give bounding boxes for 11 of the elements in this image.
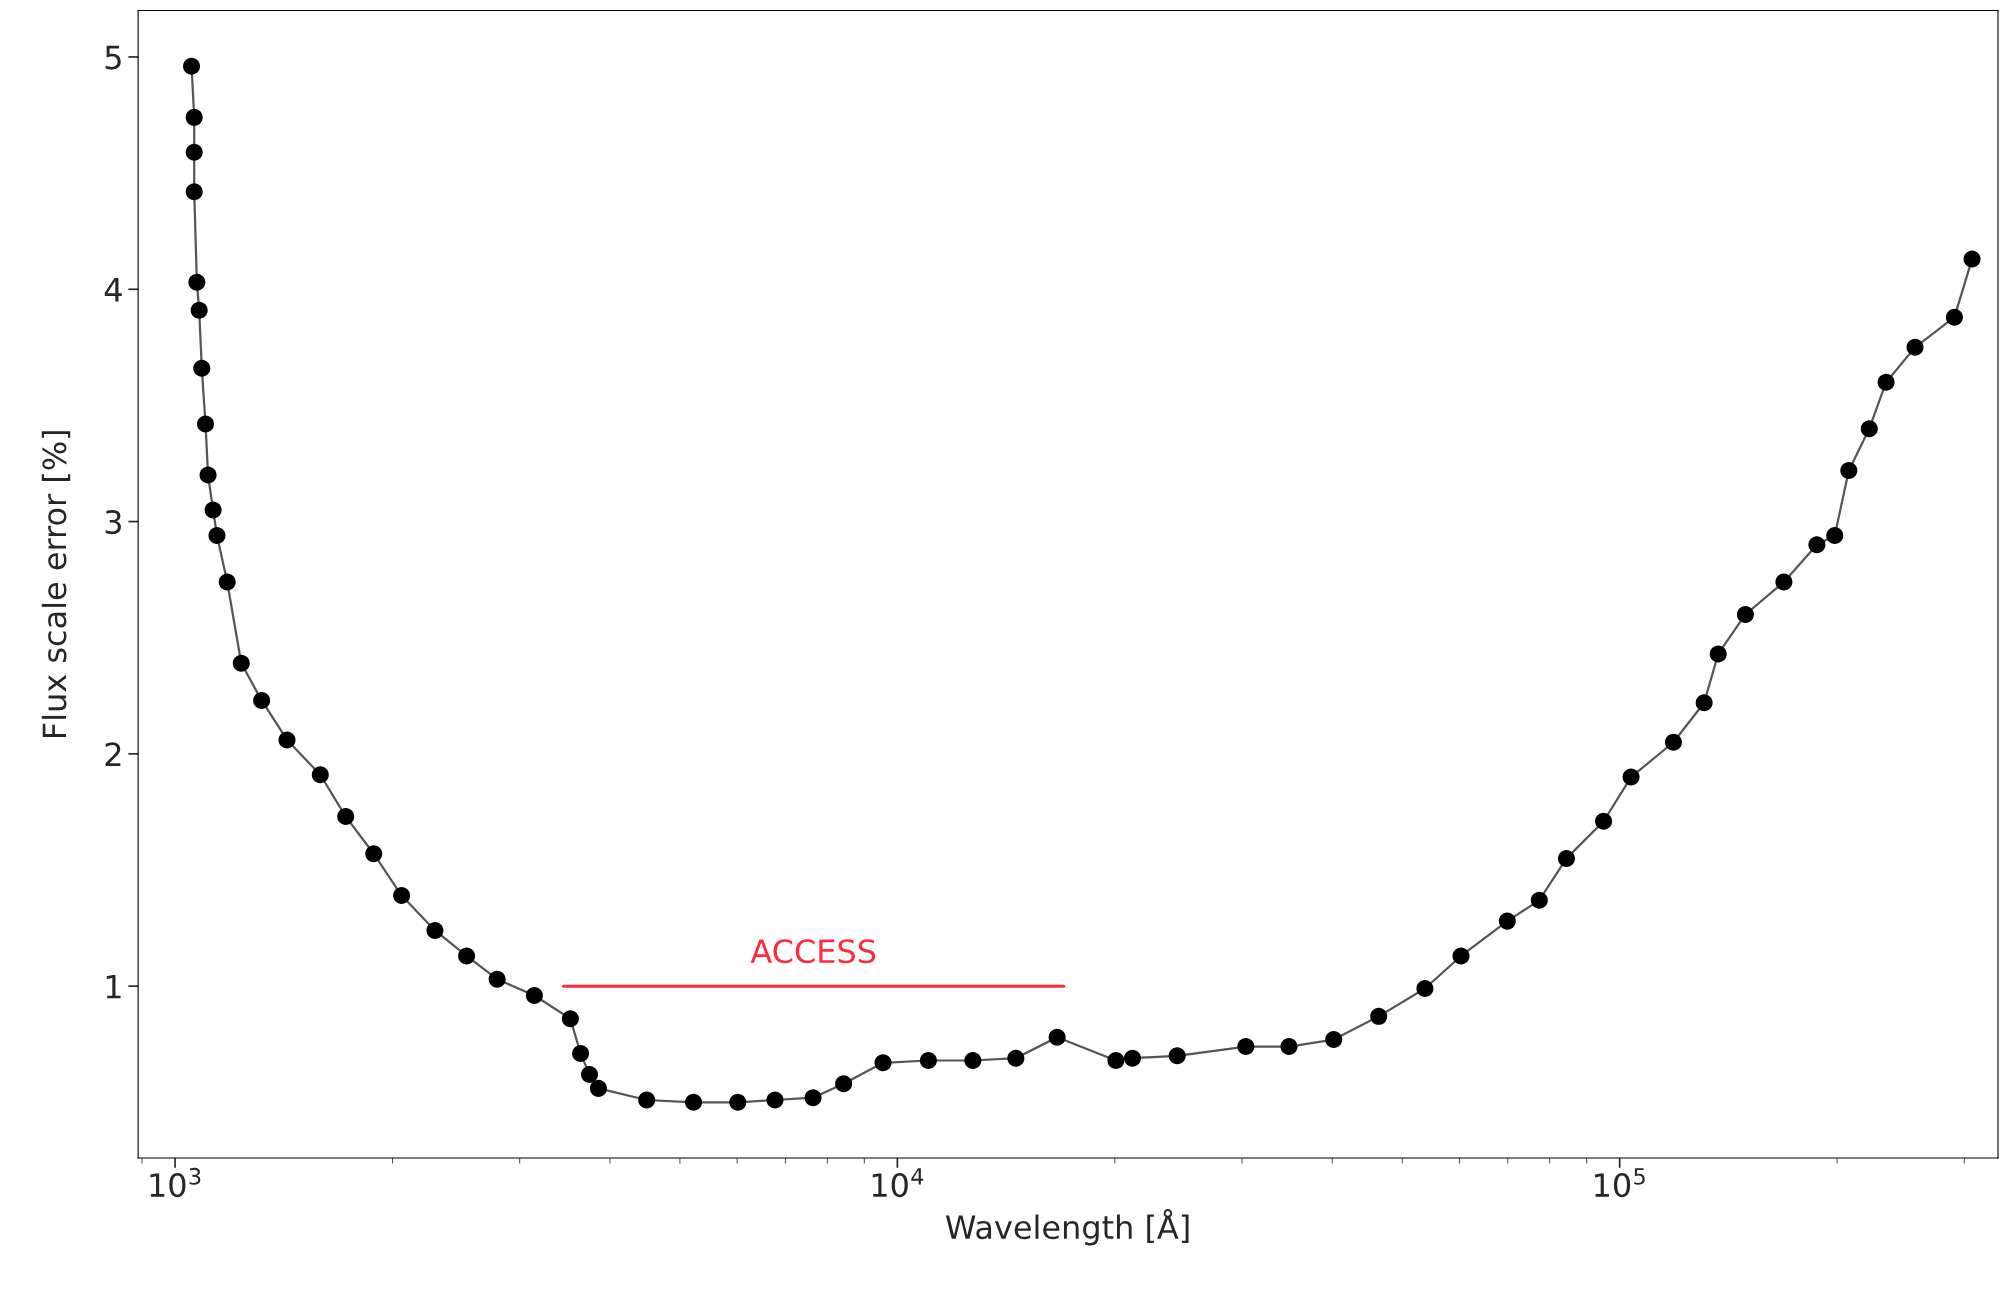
y-tick-label: 2	[105, 742, 121, 766]
y-tick-label: 4	[104, 278, 122, 302]
x-tick-label: 10$^{5}$	[1595, 1168, 1645, 1198]
x-tick-label: 10$^{3}$	[150, 1167, 201, 1198]
y-tick-label: 3	[105, 509, 121, 535]
y-axis-title: Flux scale error [%]	[41, 431, 71, 738]
series-label: ACCESS	[750, 939, 876, 964]
y-tick-label: 5	[105, 45, 121, 70]
x-tick-label: 10$^{4}$	[872, 1168, 924, 1198]
x-axis-title: Wavelength [Å]	[945, 1209, 1189, 1246]
y-tick-label: 1	[106, 975, 121, 999]
